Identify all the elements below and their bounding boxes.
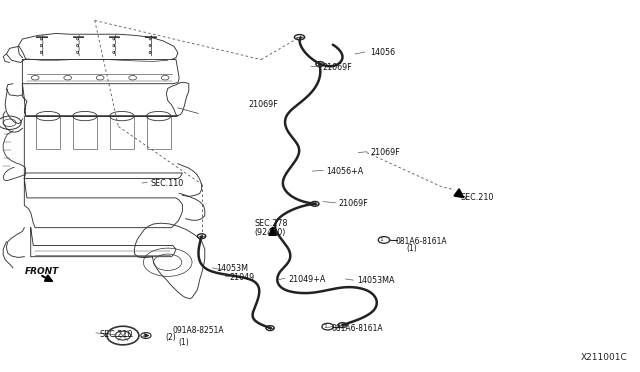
Text: 14053M: 14053M <box>216 264 248 273</box>
Text: 21069F: 21069F <box>338 199 367 208</box>
Text: 21069F: 21069F <box>248 100 278 109</box>
Text: 081A6-8161A: 081A6-8161A <box>396 237 447 246</box>
Text: SEC.210: SEC.210 <box>99 330 132 339</box>
Text: 21069F: 21069F <box>370 148 399 157</box>
Text: SEC.110: SEC.110 <box>150 179 184 187</box>
Text: SEC.210: SEC.210 <box>461 193 494 202</box>
Text: 21049: 21049 <box>229 273 254 282</box>
Text: 081A6-8161A: 081A6-8161A <box>332 324 383 333</box>
Text: X211001C: X211001C <box>580 353 627 362</box>
Text: 14056+A: 14056+A <box>326 167 364 176</box>
Text: (2): (2) <box>165 333 176 342</box>
Text: (1): (1) <box>406 244 417 253</box>
Text: 1: 1 <box>323 324 327 329</box>
Text: 14053MA: 14053MA <box>357 276 395 285</box>
Text: 21069F: 21069F <box>322 63 351 72</box>
Text: 21049+A: 21049+A <box>288 275 325 283</box>
Text: (1): (1) <box>178 339 189 347</box>
Text: 1: 1 <box>380 237 383 243</box>
Text: 2: 2 <box>141 333 145 338</box>
Text: 091A8-8251A: 091A8-8251A <box>173 326 225 335</box>
Text: (92410): (92410) <box>255 228 286 237</box>
Text: 14056: 14056 <box>370 48 395 57</box>
Text: SEC.278: SEC.278 <box>255 219 288 228</box>
Text: FRONT: FRONT <box>24 267 59 276</box>
